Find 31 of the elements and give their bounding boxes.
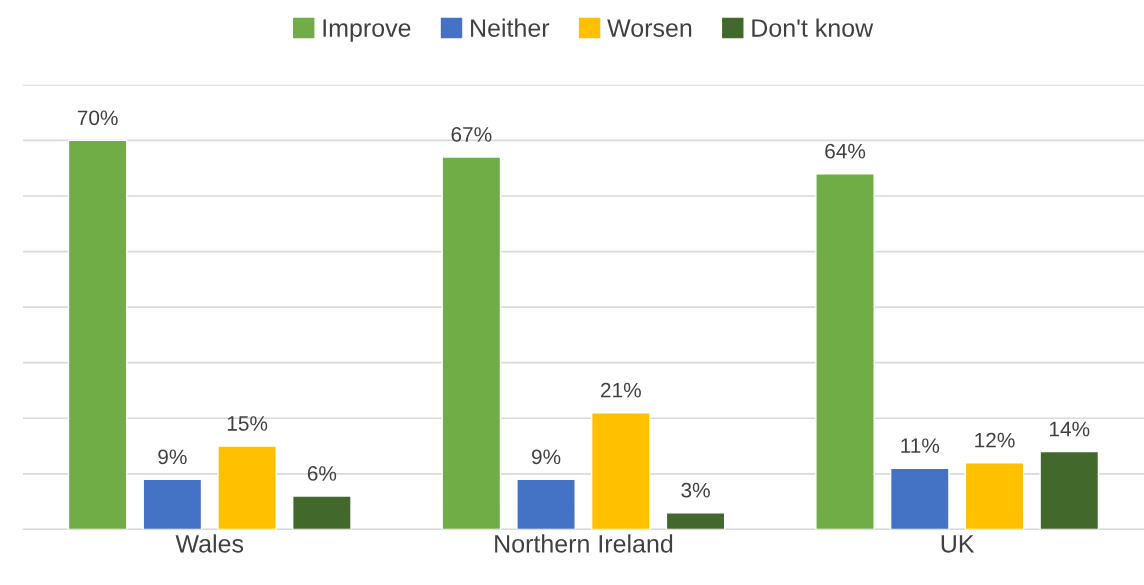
data-label: 9% (158, 449, 187, 465)
bar (889, 467, 950, 530)
bar (292, 495, 352, 530)
bar (441, 156, 502, 530)
data-label: 15% (227, 416, 268, 431)
data-label: 11% (901, 438, 940, 453)
x-tick-label: Wales (175, 534, 244, 553)
data-label: 9% (531, 449, 561, 465)
bar (1039, 450, 1100, 530)
legend-label: Improve (323, 19, 411, 42)
data-label: 70% (77, 110, 118, 126)
data-label: 14% (1050, 421, 1090, 437)
bar (516, 478, 576, 530)
bar (590, 412, 651, 530)
bar (964, 462, 1025, 530)
data-label: 6% (307, 466, 337, 481)
bar (217, 445, 277, 530)
bar (815, 173, 875, 530)
data-label: 3% (681, 482, 710, 498)
bar (142, 478, 203, 530)
x-tick-label: UK (941, 535, 975, 553)
data-label: 21% (601, 382, 641, 398)
data-label: 67% (451, 127, 492, 142)
bar (67, 139, 128, 530)
legend-label: Don't know (752, 18, 874, 37)
x-tick-label: Northern Ireland (495, 534, 673, 553)
data-label: 64% (825, 143, 866, 159)
legend-label: Worsen (607, 19, 692, 37)
data-label: 12% (975, 432, 1015, 448)
legend-label: Neither (471, 18, 550, 37)
bar (665, 512, 726, 530)
